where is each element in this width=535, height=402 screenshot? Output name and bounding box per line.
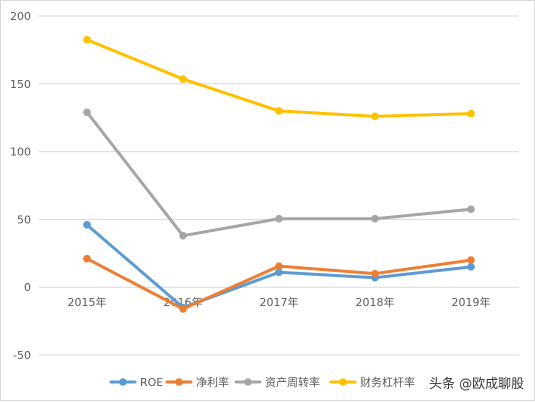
- y-tick-label: -50: [13, 349, 31, 362]
- data-point: [83, 221, 91, 229]
- legend-item-3: 财务杠杆率: [329, 375, 415, 389]
- series-3: [83, 35, 475, 121]
- y-axis-ticks: -50 0 50 100 150 200: [10, 10, 31, 362]
- data-point: [371, 269, 379, 278]
- x-tick-label: 2015年: [68, 295, 107, 309]
- data-point: [467, 109, 475, 118]
- data-point: [371, 214, 379, 223]
- data-point: [83, 254, 91, 263]
- legend-label: 财务杠杆率: [360, 375, 415, 389]
- data-point: [83, 35, 91, 44]
- legend-swatch-marker: [244, 378, 252, 386]
- legend: ROE 净利率 资产周转率 财务杠杆率: [109, 375, 415, 389]
- data-point: [275, 268, 283, 277]
- data-point: [275, 214, 283, 223]
- watermark: 头条 @欧成聊股: [429, 376, 524, 392]
- x-tick-label: 2018年: [356, 295, 395, 309]
- series-line: [85, 38, 473, 118]
- legend-swatch-marker: [119, 378, 127, 386]
- legend-item-2: 资产周转率: [234, 375, 320, 389]
- data-point: [179, 75, 187, 83]
- y-tick-label: 150: [10, 78, 31, 91]
- x-tick-label: 2017年: [260, 295, 299, 309]
- y-tick-label: 200: [10, 10, 31, 23]
- legend-label: 净利率: [196, 375, 229, 389]
- y-tick-label: 50: [17, 213, 31, 226]
- x-tick-label: 2019年: [452, 295, 491, 309]
- data-point: [371, 112, 379, 121]
- legend-label: ROE: [140, 376, 163, 389]
- data-point: [275, 107, 283, 115]
- data-point: [179, 231, 187, 240]
- legend-swatch-marker: [175, 378, 183, 386]
- legend-item-1: 净利率: [165, 375, 229, 389]
- legend-item-0: ROE: [109, 376, 163, 389]
- data-point: [179, 305, 187, 313]
- y-tick-label: 0: [24, 281, 31, 294]
- series-1: [83, 254, 475, 313]
- data-point: [275, 262, 283, 270]
- y-tick-label: 100: [10, 146, 31, 159]
- series-lines: [83, 35, 475, 313]
- data-point: [467, 256, 475, 264]
- series-2: [83, 108, 475, 240]
- legend-swatch-marker: [339, 378, 347, 386]
- legend-label: 资产周转率: [265, 375, 320, 389]
- data-point: [467, 205, 475, 214]
- data-point: [467, 263, 475, 271]
- x-axis-ticks: 2015年 2016年 2017年 2018年 2019年: [68, 295, 491, 309]
- data-point: [83, 108, 91, 117]
